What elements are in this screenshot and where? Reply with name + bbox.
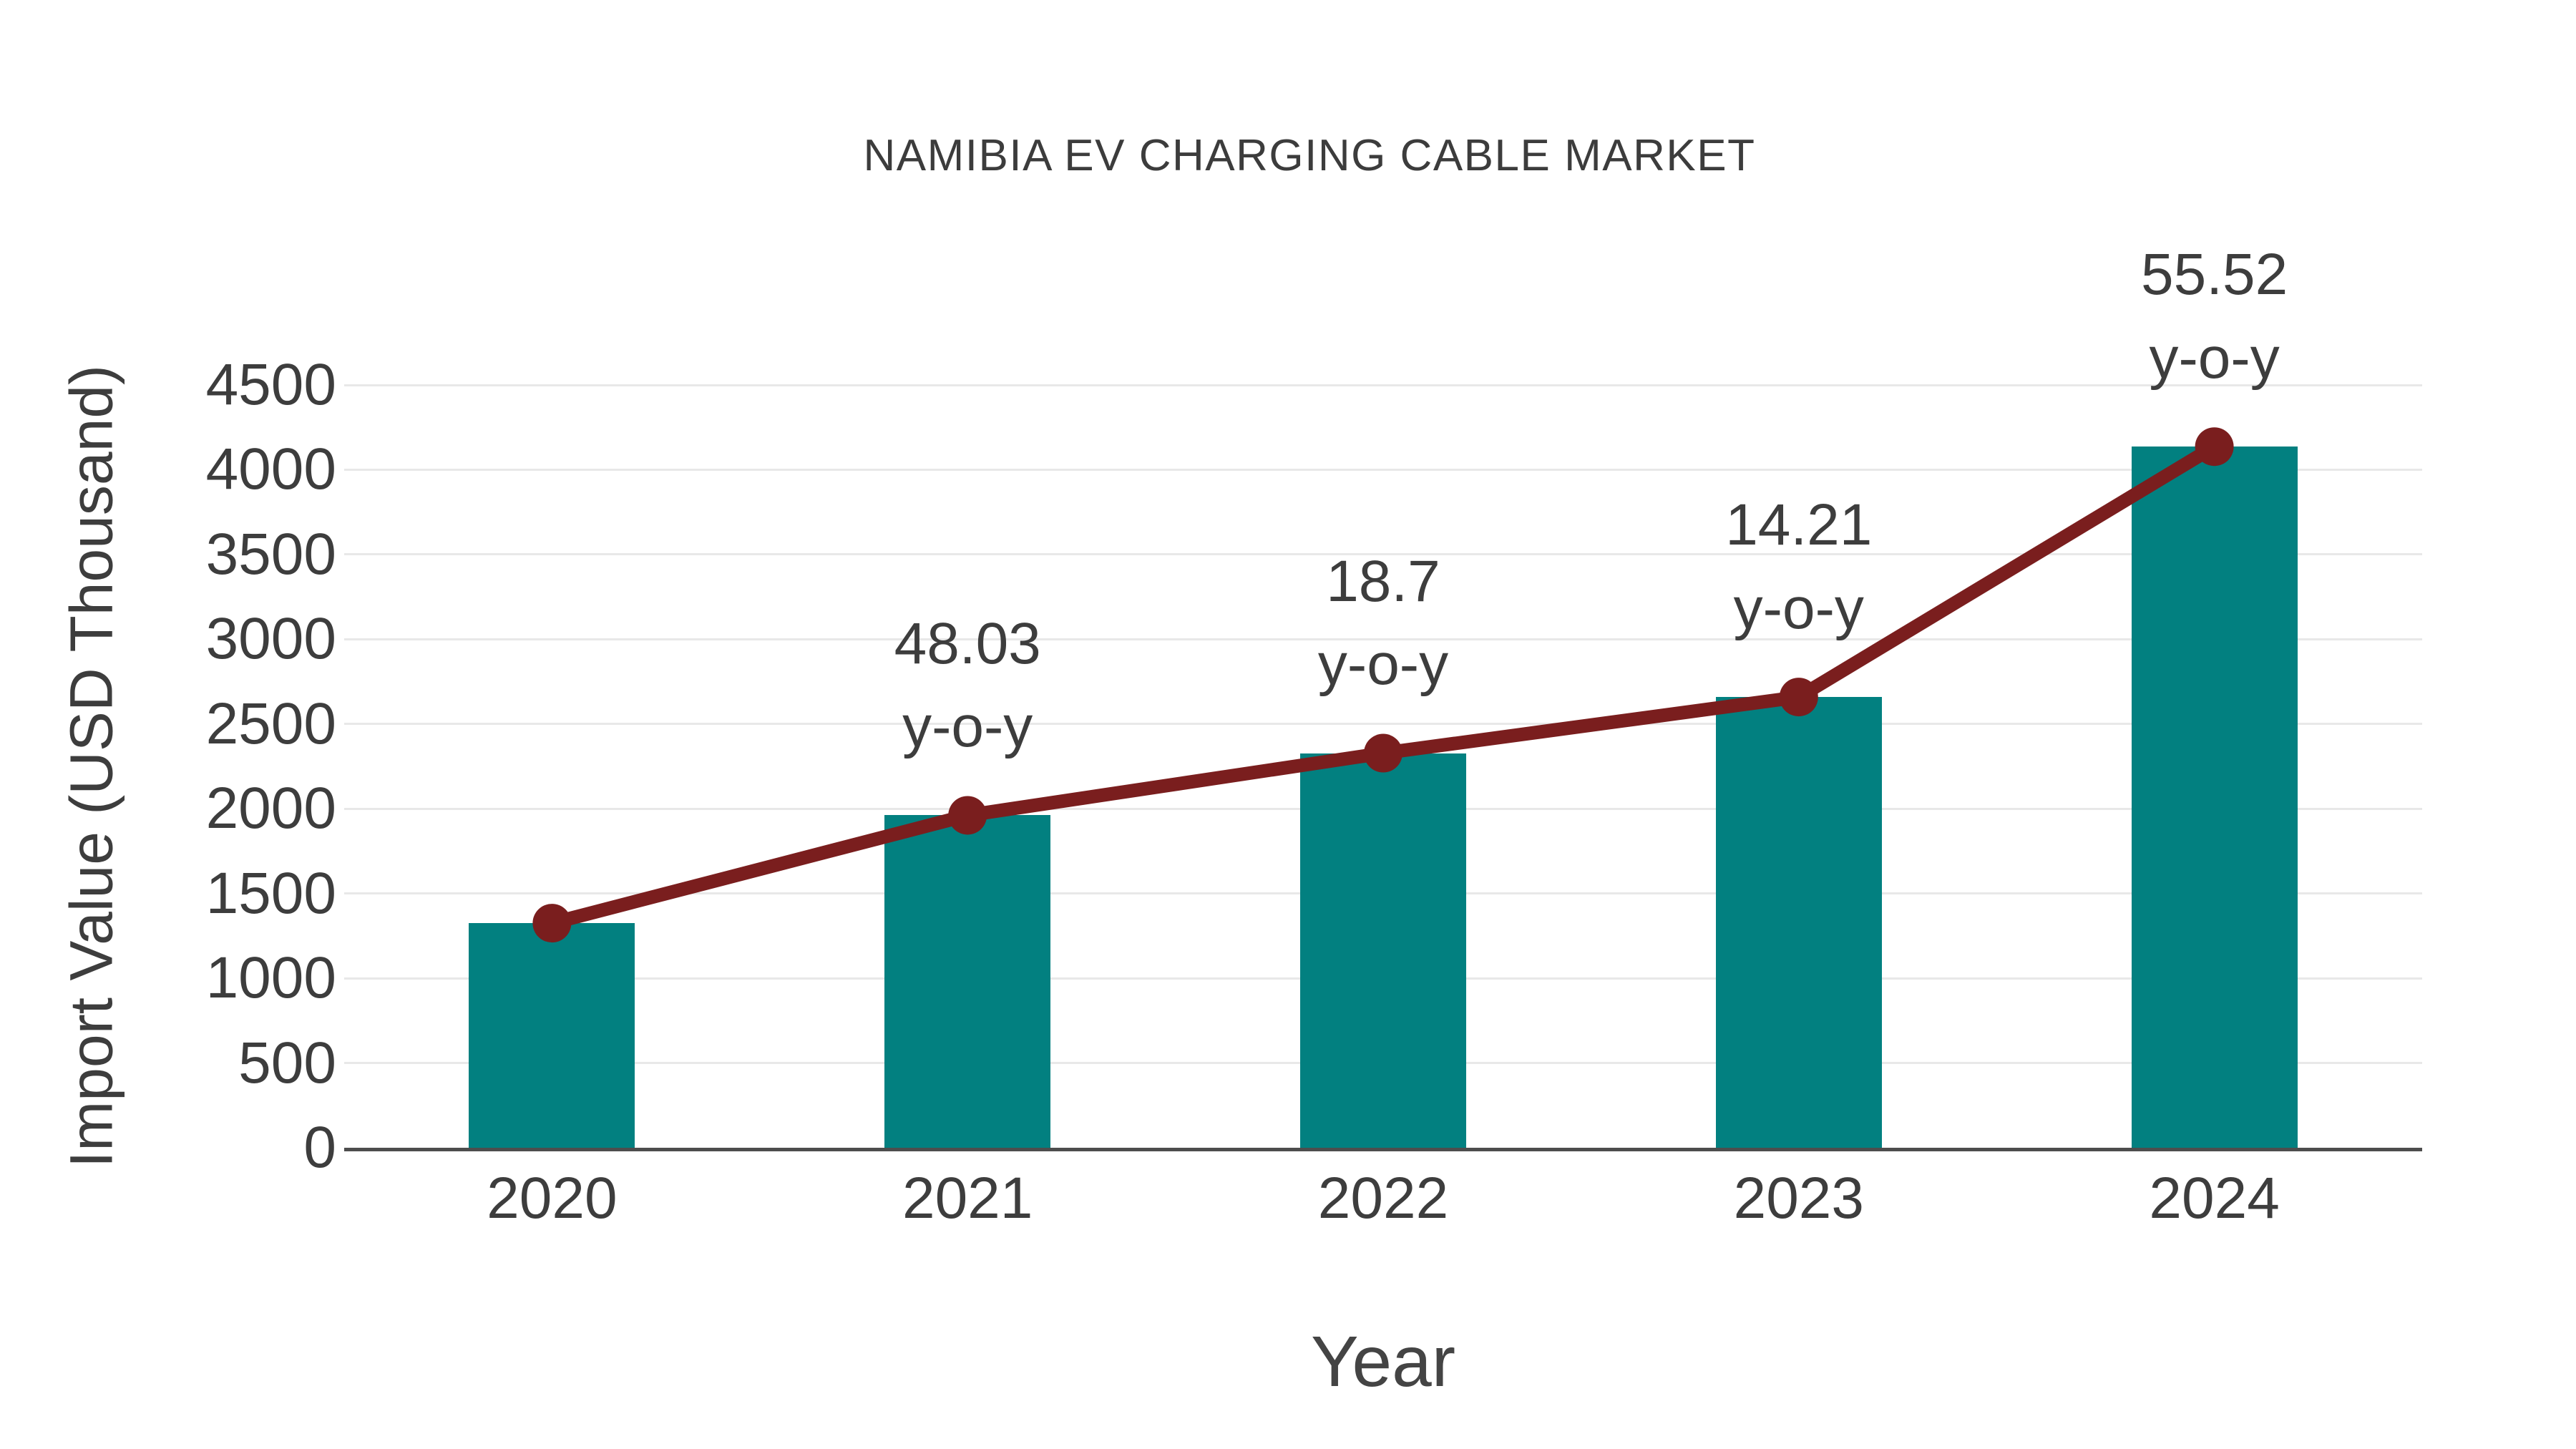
plot-area: 48.03 y-o-y 18.7 y-o-y 14.21 y-o-y 55.52 y-o-y <box>344 242 2422 1151</box>
marker-2024 <box>2195 427 2234 467</box>
y-tick-label-4500: 4500 <box>205 352 336 417</box>
x-tick-label-2021: 2021 <box>902 1166 1033 1231</box>
bar-2021 <box>884 815 1051 1148</box>
bar-2020 <box>469 923 635 1148</box>
yoy-value: 48.03 <box>894 610 1041 676</box>
gridline-2500 <box>344 723 2422 726</box>
x-tick-label-2023: 2023 <box>1733 1166 1865 1231</box>
x-tick-label-2020: 2020 <box>487 1166 618 1231</box>
marker-2021 <box>948 796 987 835</box>
yoy-label-2022: 18.7 y-o-y <box>1318 540 1448 707</box>
growth-line-layer <box>532 427 2234 943</box>
y-tick-label-2000: 2000 <box>205 776 336 841</box>
x-tick-label-2024: 2024 <box>2149 1166 2280 1231</box>
yoy-value: 18.7 <box>1326 548 1440 614</box>
marker-2020 <box>532 904 572 943</box>
bar-2023 <box>1715 697 1882 1148</box>
yoy-label-2023: 14.21 y-o-y <box>1725 484 1872 650</box>
x-tick-label-2022: 2022 <box>1317 1166 1449 1231</box>
y-tick-label-3500: 3500 <box>205 521 336 587</box>
y-tick-label-0: 0 <box>303 1115 336 1180</box>
gridline-4000 <box>344 468 2422 471</box>
gridline-3500 <box>344 553 2422 556</box>
bar-2024 <box>2131 447 2298 1148</box>
y-tick-label-1500: 1500 <box>205 860 336 926</box>
marker-2023 <box>1779 678 1818 717</box>
y-tick-label-4000: 4000 <box>205 436 336 502</box>
gridline-4500 <box>344 384 2422 386</box>
yoy-value: 14.21 <box>1725 492 1873 558</box>
bar-2022 <box>1300 753 1466 1148</box>
yoy-value: 55.52 <box>2140 242 2288 308</box>
gridline-3000 <box>344 638 2422 640</box>
yoy-suffix: y-o-y <box>1317 632 1449 698</box>
marker-2022 <box>1364 733 1402 773</box>
y-tick-label-2500: 2500 <box>205 691 336 756</box>
y-tick-label-1000: 1000 <box>205 945 336 1011</box>
yoy-suffix: y-o-y <box>902 694 1033 760</box>
yoy-label-2021: 48.03 y-o-y <box>894 602 1041 769</box>
y-tick-label-3000: 3000 <box>205 606 336 672</box>
yoy-suffix: y-o-y <box>2149 325 2280 391</box>
yoy-label-2024: 55.52 y-o-y <box>2141 233 2288 400</box>
y-tick-label-500: 500 <box>238 1030 336 1096</box>
yoy-suffix: y-o-y <box>1733 575 1864 641</box>
x-axis-title: Year <box>1310 1322 1456 1402</box>
chart-title: NAMIBIA EV CHARGING CABLE MARKET <box>863 131 1756 180</box>
